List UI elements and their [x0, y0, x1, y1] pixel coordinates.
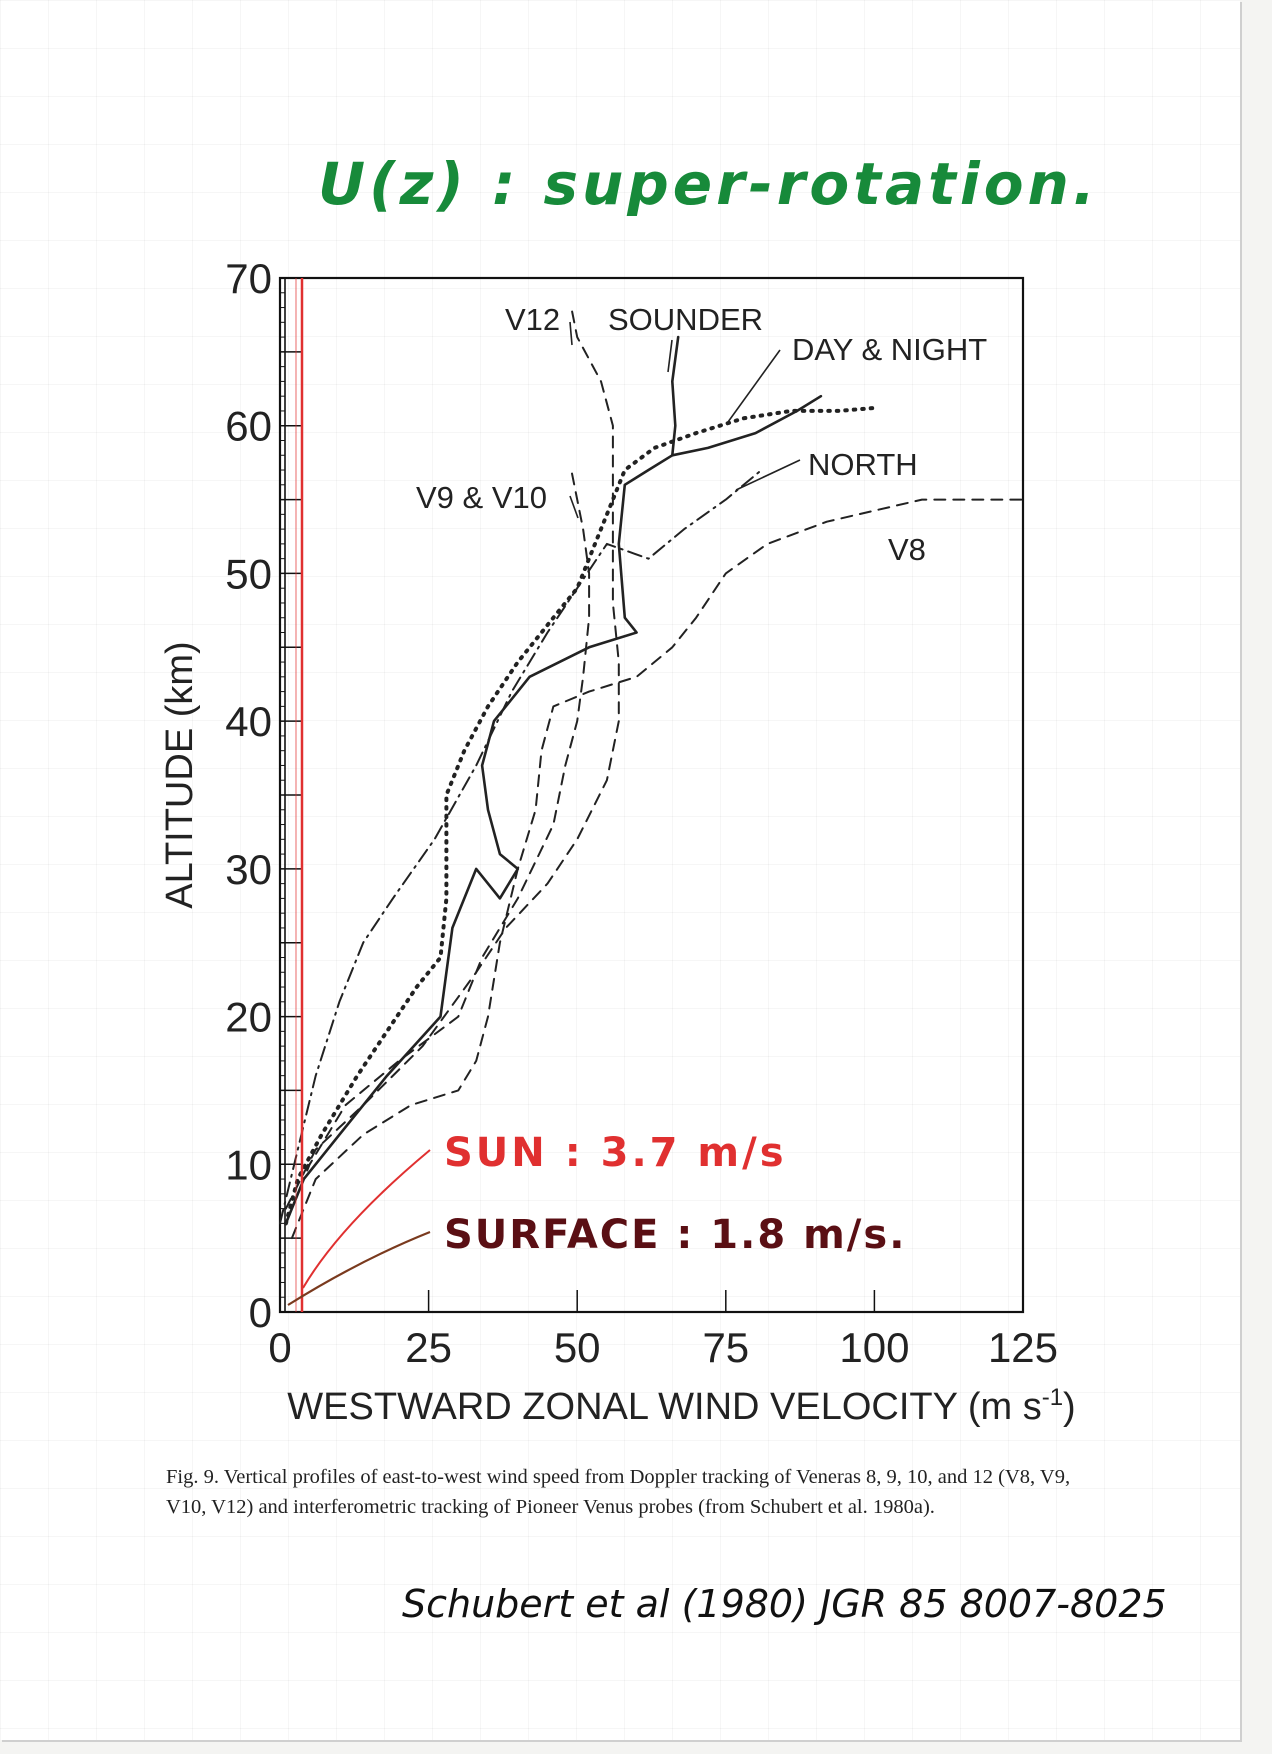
label-leader-line — [569, 321, 573, 346]
y-tick-label: 40 — [225, 698, 272, 745]
series-layer — [279, 306, 1024, 1240]
label-leader-line — [727, 349, 781, 423]
handwritten-citation: Schubert et al (1980) JGR 85 8007-8025 — [402, 1582, 1167, 1626]
axes: 0 10 20 30 40 50 60 70 0 25 50 75 100 125 WESTWARD ZON… — [159, 255, 1076, 1428]
series-labels: V12 SOUNDER DAY & NIGHT NORTH V9 & V10 V8 — [416, 302, 987, 567]
y-tick-label: 20 — [225, 994, 272, 1041]
series-line-sounder — [671, 335, 680, 457]
y-tick-label: 10 — [225, 1141, 272, 1188]
handwritten-title: U(z) : super-rotation. — [318, 150, 1099, 218]
y-tick-label: 60 — [225, 403, 272, 450]
label-leader-line — [667, 339, 673, 373]
surface-annotation: SURFACE : 1.8 m/s. — [444, 1212, 906, 1258]
series-line-sounder — [284, 394, 823, 1225]
x-tick-label: 25 — [405, 1324, 452, 1371]
scanned-page — [0, 0, 1240, 1740]
x-tick-label: 100 — [839, 1324, 909, 1371]
series-line-v8 — [290, 498, 1024, 1240]
series-label-v8: V8 — [888, 532, 926, 567]
y-tick-label: 70 — [225, 255, 272, 302]
y-tick-label: 30 — [225, 846, 272, 893]
y-tick-label: 50 — [225, 550, 272, 597]
y-tick-label: 0 — [249, 1289, 272, 1336]
series-label-v12: V12 — [505, 302, 560, 337]
figure-caption: Fig. 9. Vertical profiles of east-to-wes… — [166, 1466, 1071, 1518]
series-label-sounder: SOUNDER — [608, 302, 763, 337]
annotations: SUN : 3.7 m/s SURFACE : 1.8 m/s. — [287, 278, 906, 1312]
series-line-v9-v10 — [284, 469, 591, 1225]
x-tick-label: 0 — [268, 1324, 291, 1371]
sun-annotation: SUN : 3.7 m/s — [444, 1130, 787, 1176]
x-tick-label: 125 — [988, 1324, 1058, 1371]
sun-annotation-curve — [302, 1149, 431, 1289]
x-tick-label: 75 — [702, 1324, 749, 1371]
surface-annotation-curve — [287, 1230, 431, 1306]
series-label-day-night: DAY & NIGHT — [792, 332, 987, 367]
series-label-north: NORTH — [808, 447, 918, 482]
series-label-v9-v10: V9 & V10 — [416, 480, 547, 515]
series-line-v12 — [284, 306, 620, 1210]
x-axis-label: WESTWARD ZONAL WIND VELOCITY (m s-1) — [287, 1384, 1075, 1428]
label-leader-line — [735, 459, 801, 491]
series-line-north — [279, 469, 763, 1225]
y-axis-label: ALTITUDE (km) — [159, 641, 201, 908]
label-leader-line — [569, 495, 579, 519]
x-tick-label: 50 — [554, 1324, 601, 1371]
series-line-day-night — [283, 406, 877, 1226]
